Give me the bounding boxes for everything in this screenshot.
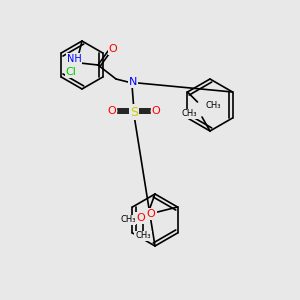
Text: CH₃: CH₃ <box>182 110 197 118</box>
Text: O: O <box>152 106 160 116</box>
Text: O: O <box>136 213 145 223</box>
Text: S: S <box>130 106 138 118</box>
Text: Cl: Cl <box>66 67 77 77</box>
Text: N: N <box>129 77 137 87</box>
Text: O: O <box>147 209 155 219</box>
Text: CH₃: CH₃ <box>135 232 151 241</box>
Text: NH: NH <box>67 54 81 64</box>
Text: O: O <box>109 44 117 54</box>
Text: CH₃: CH₃ <box>120 215 136 224</box>
Text: O: O <box>108 106 116 116</box>
Text: CH₃: CH₃ <box>206 101 221 110</box>
